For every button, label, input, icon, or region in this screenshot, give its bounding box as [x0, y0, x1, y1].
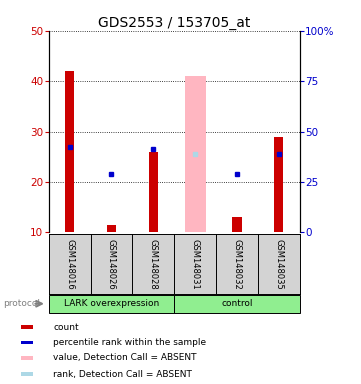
Text: count: count [53, 323, 79, 332]
Text: value, Detection Call = ABSENT: value, Detection Call = ABSENT [53, 353, 197, 362]
Text: GSM148031: GSM148031 [191, 239, 200, 290]
Bar [107, 225, 116, 232]
Text: GSM148032: GSM148032 [232, 239, 242, 290]
Bar [65, 71, 74, 232]
Bar [21, 372, 33, 376]
Text: GSM148026: GSM148026 [107, 239, 116, 290]
Text: rank, Detection Call = ABSENT: rank, Detection Call = ABSENT [53, 370, 192, 379]
Text: LARK overexpression: LARK overexpression [64, 299, 159, 308]
Text: GSM148016: GSM148016 [65, 239, 74, 290]
Bar [184, 76, 205, 232]
Bar [49, 295, 174, 313]
Text: GSM148035: GSM148035 [274, 239, 283, 290]
Bar [21, 356, 33, 360]
Text: percentile rank within the sample: percentile rank within the sample [53, 338, 206, 347]
Text: GSM148028: GSM148028 [149, 239, 158, 290]
Bar [174, 295, 300, 313]
Text: control: control [221, 299, 253, 308]
Bar [149, 152, 158, 232]
Title: GDS2553 / 153705_at: GDS2553 / 153705_at [98, 16, 251, 30]
Bar [21, 325, 33, 329]
Text: protocol: protocol [4, 299, 40, 308]
Bar [274, 137, 283, 232]
Bar [232, 217, 242, 232]
Bar [21, 341, 33, 344]
